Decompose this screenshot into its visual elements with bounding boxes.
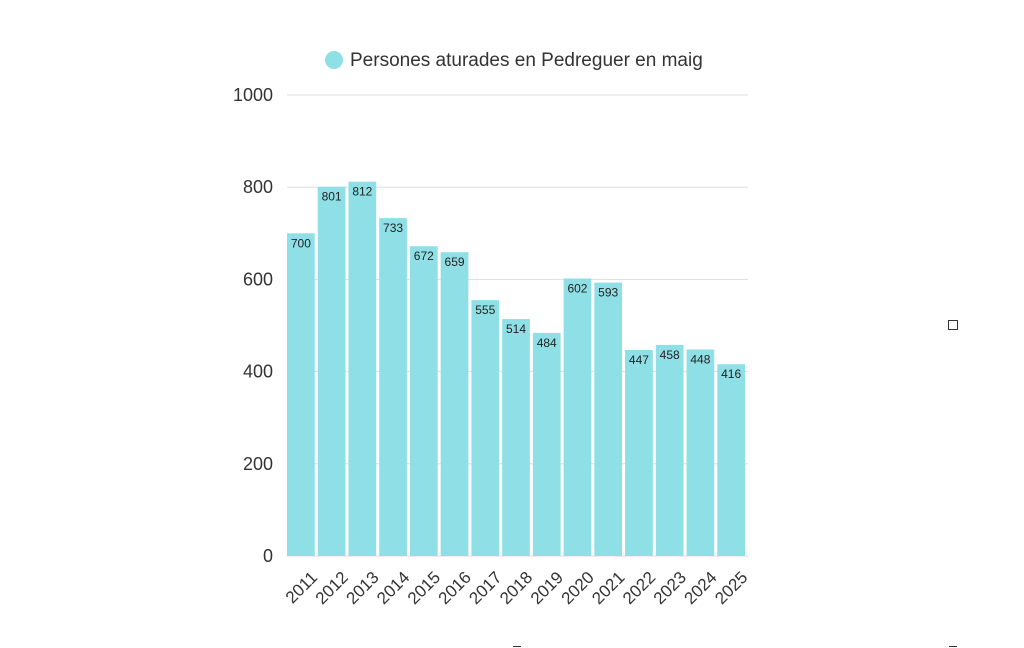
y-axis-ticks: 0 200 400 600 800 1000 [233,85,273,566]
x-tick-label: 2025 [711,568,751,608]
y-tick-label: 0 [263,546,273,566]
bar-2013[interactable] [348,181,377,556]
bar-2023[interactable] [655,344,684,556]
data-label: 458 [660,348,680,362]
data-label: 447 [629,353,649,367]
x-tick-label: 2023 [650,568,690,608]
data-label: 514 [506,322,526,336]
bar-2021[interactable] [594,282,623,556]
selection-handle-bottom-right[interactable] [949,646,957,647]
x-axis-ticks: 2011201220132014201520162017201820192020… [282,568,752,608]
y-tick-label: 200 [243,454,273,474]
bar-2020[interactable] [563,278,592,556]
y-tick-label: 400 [243,362,273,382]
data-label: 416 [721,367,741,381]
x-tick-label: 2024 [681,568,721,608]
y-tick-label: 1000 [233,85,273,105]
x-tick-label: 2012 [312,568,352,608]
data-label: 672 [414,249,434,263]
data-label: 448 [690,352,710,366]
x-tick-label: 2015 [404,568,444,608]
data-label: 555 [475,303,495,317]
y-tick-label: 600 [243,269,273,289]
bar-2018[interactable] [502,319,530,556]
data-label: 593 [598,286,618,300]
selection-handle-bottom-center[interactable] [513,646,521,647]
x-tick-label: 2013 [342,568,382,608]
data-labels: 700 801 812 733 672 659 555 514 484 602 593 447 458 4… [291,185,742,382]
selection-handle[interactable] [948,320,958,330]
x-tick-label: 2019 [527,568,567,608]
x-tick-label: 2011 [282,568,321,607]
x-tick-label: 2020 [558,568,598,608]
data-label: 733 [383,221,403,235]
data-label: 659 [445,255,465,269]
bar-2025[interactable] [717,364,745,556]
legend: Persones aturades en Pedreguer en maig [325,50,703,71]
data-label: 484 [537,336,557,350]
bar-2022[interactable] [625,349,653,556]
bar-2014[interactable] [379,218,407,556]
x-tick-label: 2017 [465,568,505,608]
x-tick-label: 2014 [373,568,413,608]
bar-2015[interactable] [409,246,438,556]
bar-2011[interactable] [287,233,315,557]
x-tick-label: 2021 [588,568,628,608]
bar-2024[interactable] [686,349,715,556]
x-tick-label: 2016 [435,568,475,608]
x-tick-label: 2018 [496,568,536,608]
x-tick-label: 2022 [619,568,659,608]
data-label: 812 [352,185,372,199]
bar-2016[interactable] [440,252,469,557]
legend-swatch [325,51,343,69]
bar-2012[interactable] [317,186,346,556]
data-label: 700 [291,236,311,250]
bar-2019[interactable] [532,332,561,556]
bars [287,181,745,557]
data-label: 602 [567,281,587,295]
legend-label: Persones aturades en Pedreguer en maig [350,50,703,71]
data-label: 801 [322,190,342,204]
y-tick-label: 800 [243,177,273,197]
bar-2017[interactable] [471,300,500,556]
